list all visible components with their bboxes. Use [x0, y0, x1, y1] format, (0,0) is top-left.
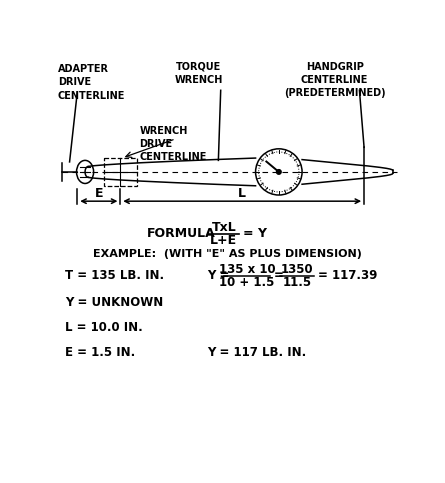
Text: L: L: [238, 186, 246, 199]
Text: L+E: L+E: [210, 234, 237, 247]
Text: TORQUE
WRENCH: TORQUE WRENCH: [175, 62, 223, 85]
Text: HANDGRIP
CENTERLINE
(PREDETERMINED): HANDGRIP CENTERLINE (PREDETERMINED): [284, 62, 385, 98]
Text: =: =: [274, 270, 284, 283]
Text: 10 + 1.5: 10 + 1.5: [219, 276, 275, 289]
Text: Y = 117 LB. IN.: Y = 117 LB. IN.: [207, 346, 306, 359]
Text: L = 10.0 IN.: L = 10.0 IN.: [65, 321, 143, 334]
Text: 1350: 1350: [281, 263, 314, 276]
Text: Y =: Y =: [207, 270, 233, 283]
Circle shape: [276, 170, 281, 174]
Text: FORMULA: FORMULA: [147, 227, 216, 240]
Text: Y = UNKNOWN: Y = UNKNOWN: [65, 296, 163, 309]
Text: = Y: = Y: [243, 227, 267, 240]
Text: EXAMPLE:  (WITH "E" AS PLUS DIMENSION): EXAMPLE: (WITH "E" AS PLUS DIMENSION): [93, 249, 362, 259]
Bar: [104, 158, 137, 186]
Text: WRENCH
DRIVE
CENTERLINE: WRENCH DRIVE CENTERLINE: [139, 126, 206, 162]
Text: E: E: [95, 186, 103, 199]
Text: TxL: TxL: [211, 221, 236, 234]
Text: 135 x 10: 135 x 10: [219, 263, 275, 276]
Text: T = 135 LB. IN.: T = 135 LB. IN.: [65, 270, 164, 283]
Text: = 117.39: = 117.39: [318, 270, 378, 283]
Text: E = 1.5 IN.: E = 1.5 IN.: [65, 346, 135, 359]
Text: ADAPTER
DRIVE
CENTERLINE: ADAPTER DRIVE CENTERLINE: [58, 64, 125, 100]
Text: 11.5: 11.5: [283, 276, 312, 289]
